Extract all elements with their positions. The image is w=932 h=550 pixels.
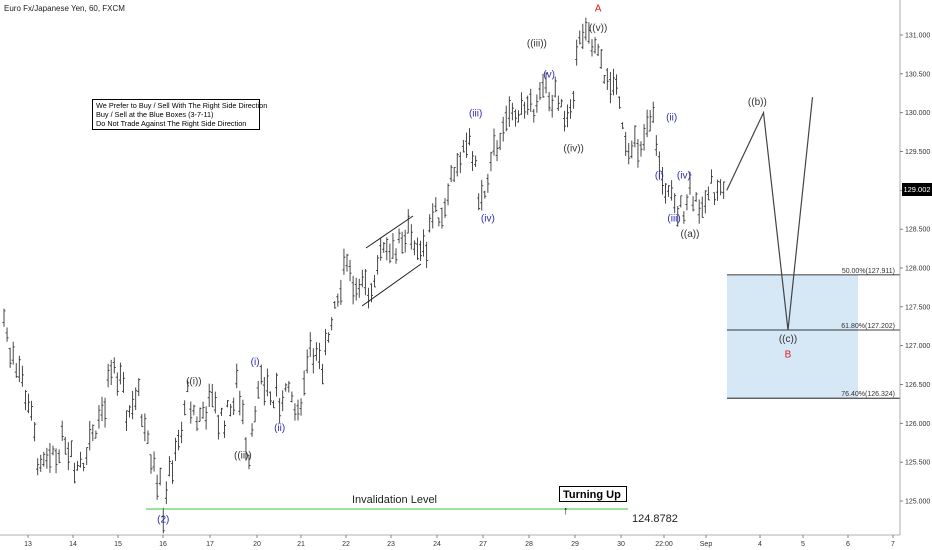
wave-label: (iv) (677, 171, 691, 182)
y-tick-label: 127.500 (905, 304, 930, 311)
x-tick-label: 28 (525, 541, 533, 548)
fib-level-label: 50.00%(127.911) (842, 268, 895, 275)
wave-label: (ii) (274, 423, 285, 434)
projection-path (726, 97, 814, 331)
fib-level-label: 61.80%(127.202) (841, 323, 895, 330)
wave-label: ((b)) (748, 97, 767, 108)
x-tick-label: 13 (24, 541, 32, 548)
y-tick-label: 130.000 (905, 110, 930, 117)
fib-level-label: 76.40%(126.324) (841, 391, 895, 398)
invalidation-value: 124.8782 (632, 513, 678, 525)
note-line-2: Buy / Sell at the Blue Boxes (3-7-11) (96, 110, 214, 119)
turning-up-label: Turning Up (563, 489, 621, 501)
wave-label: ((ii)) (234, 450, 252, 461)
wave-label: (v) (543, 70, 555, 81)
x-tick-label: 6 (846, 541, 850, 548)
x-tick-label: Sep (700, 541, 713, 548)
x-tick-label: 20 (253, 541, 261, 548)
fib-target-box (727, 274, 858, 399)
x-tick-label: 14 (69, 541, 77, 548)
strategy-note-box: We Prefer to Buy / Sell With The Right S… (92, 99, 268, 130)
wave-label: (ii) (666, 112, 677, 123)
x-tick-label: 15 (114, 541, 122, 548)
wave-label: ((i)) (186, 377, 202, 388)
x-tick-label: 5 (801, 541, 805, 548)
wave-label: (i) (251, 357, 260, 368)
y-tick-label: 125.000 (905, 499, 930, 506)
note-line-3: Do Not Trade Against The Right Side Dire… (96, 119, 247, 128)
x-tick-label: 16 (159, 541, 167, 548)
chart-title: Euro Fx/Japanese Yen, 60, FXCM (4, 4, 125, 13)
wave-label: (iii) (469, 109, 482, 120)
y-tick-label: 127.000 (905, 343, 930, 350)
wave-label: (iv) (481, 213, 495, 224)
note-line-1: We Prefer to Buy / Sell With The Right S… (96, 101, 268, 110)
x-tick-label: 27 (479, 541, 487, 548)
y-tick-label: 125.500 (905, 460, 930, 467)
x-tick-label: 23 (387, 541, 395, 548)
wave-label: B (785, 349, 792, 360)
x-tick-label: 30 (617, 541, 625, 548)
invalidation-label: Invalidation Level (352, 494, 437, 506)
x-tick-label: 22:00 (655, 541, 673, 548)
wave-label: (2) (157, 515, 169, 526)
wave-label: (iii) (667, 213, 680, 224)
wave-label: ((v)) (589, 23, 607, 34)
x-tick-label: 7 (891, 541, 895, 548)
x-tick-label: 4 (758, 541, 762, 548)
arrow-up-icon: ↑ (563, 505, 569, 517)
y-tick-label: 128.000 (905, 266, 930, 273)
y-tick-label: 129.500 (905, 149, 930, 156)
channel-line-lower (361, 263, 422, 307)
wave-label: ((a)) (681, 229, 700, 240)
wave-label: ((iv)) (563, 144, 584, 155)
x-tick-label: 21 (297, 541, 305, 548)
y-tick-label: 131.000 (905, 33, 930, 40)
y-tick-label: 126.500 (905, 382, 930, 389)
y-tick-label: 130.500 (905, 71, 930, 78)
x-tick-label: 29 (571, 541, 579, 548)
x-tick-label: 24 (433, 541, 441, 548)
y-tick-label: 126.000 (905, 421, 930, 428)
wave-label: (i) (655, 171, 664, 182)
x-tick-label: 22 (342, 541, 350, 548)
wave-label: A (595, 4, 602, 15)
wave-label: ((c)) (779, 334, 797, 345)
y-tick-label: 128.500 (905, 227, 930, 234)
channel-line-upper (365, 215, 414, 249)
last-price-tag: 129.002 (902, 183, 932, 196)
turning-up-badge: Turning Up ↑ (559, 486, 627, 517)
x-tick-label: 17 (206, 541, 214, 548)
wave-label: ((iii)) (527, 39, 547, 50)
